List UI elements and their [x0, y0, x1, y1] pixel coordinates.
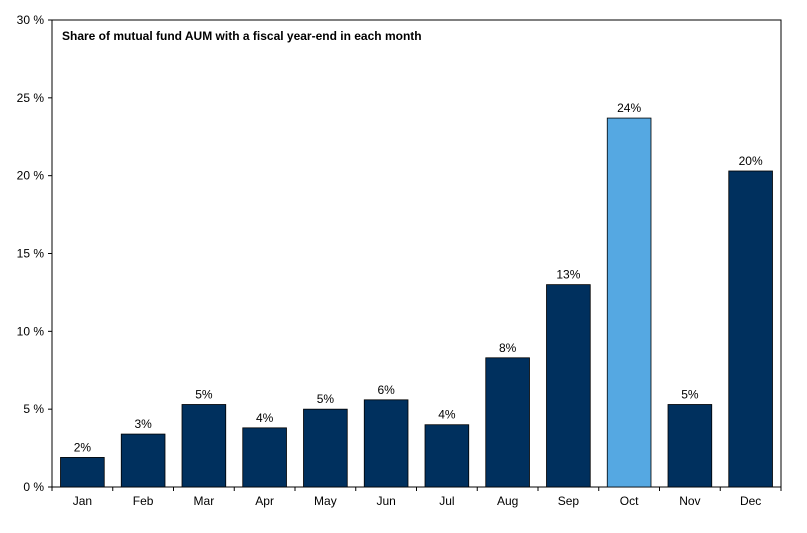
data-label-apr: 4%: [256, 411, 274, 425]
x-axis: Jan Feb Mar Apr May Jun Jul Aug Sep Oct Nov Dec: [51, 487, 782, 508]
x-tick-label-may: May: [314, 494, 337, 508]
y-tick-label: 10 %: [17, 324, 45, 338]
bar-dec: [728, 170, 773, 488]
bar-apr: [242, 427, 287, 488]
x-tick-label-jul: Jul: [439, 494, 454, 508]
data-label-oct: 24%: [617, 101, 641, 115]
x-tick-label-apr: Apr: [255, 494, 274, 508]
x-tick-label-dec: Dec: [740, 494, 761, 508]
bar-jan: [60, 457, 105, 488]
data-label-feb: 3%: [134, 417, 152, 431]
y-axis: 0 % 5 % 10 % 15 % 20 % 25 % 30 %: [17, 13, 52, 494]
data-label-nov: 5%: [681, 387, 699, 401]
x-tick-label-jan: Jan: [73, 494, 92, 508]
bar-nov: [667, 404, 713, 488]
bar-oct: [606, 117, 652, 488]
bar-may: [303, 408, 348, 488]
y-tick-label: 15 %: [17, 247, 45, 261]
y-tick-label: 20 %: [17, 169, 45, 183]
data-label-mar: 5%: [195, 387, 213, 401]
data-label-aug: 8%: [499, 341, 517, 355]
data-label-sep: 13%: [556, 268, 580, 282]
data-label-jun: 6%: [377, 383, 395, 397]
bar-jun: [363, 399, 409, 488]
bar-jul: [424, 424, 470, 488]
y-tick-label: 30 %: [17, 13, 45, 27]
chart-title: Share of mutual fund AUM with a fiscal y…: [62, 29, 422, 43]
x-tick-label-jun: Jun: [376, 494, 395, 508]
data-label-may: 5%: [317, 392, 335, 406]
bar-aug: [485, 357, 530, 488]
x-tick-label-feb: Feb: [133, 494, 154, 508]
y-tick-label: 0 %: [23, 480, 44, 494]
data-label-jul: 4%: [438, 408, 456, 422]
y-tick-label: 5 %: [23, 402, 44, 416]
bars-group: 2% 3% 5% 4% 5% 6% 4% 8% 13% 24% 5% 20%: [60, 101, 773, 488]
bar-mar: [181, 404, 227, 488]
bar-sep: [546, 284, 591, 488]
x-tick-label-nov: Nov: [679, 494, 700, 508]
bar-feb: [120, 433, 166, 488]
x-tick-label-oct: Oct: [620, 494, 639, 508]
plot-area-frame: [51, 19, 782, 488]
x-tick-label-mar: Mar: [194, 494, 215, 508]
x-tick-label-sep: Sep: [558, 494, 580, 508]
data-label-jan: 2%: [74, 440, 92, 454]
x-tick-label-aug: Aug: [497, 494, 518, 508]
data-label-dec: 20%: [739, 154, 763, 168]
y-tick-label: 25 %: [17, 91, 45, 105]
